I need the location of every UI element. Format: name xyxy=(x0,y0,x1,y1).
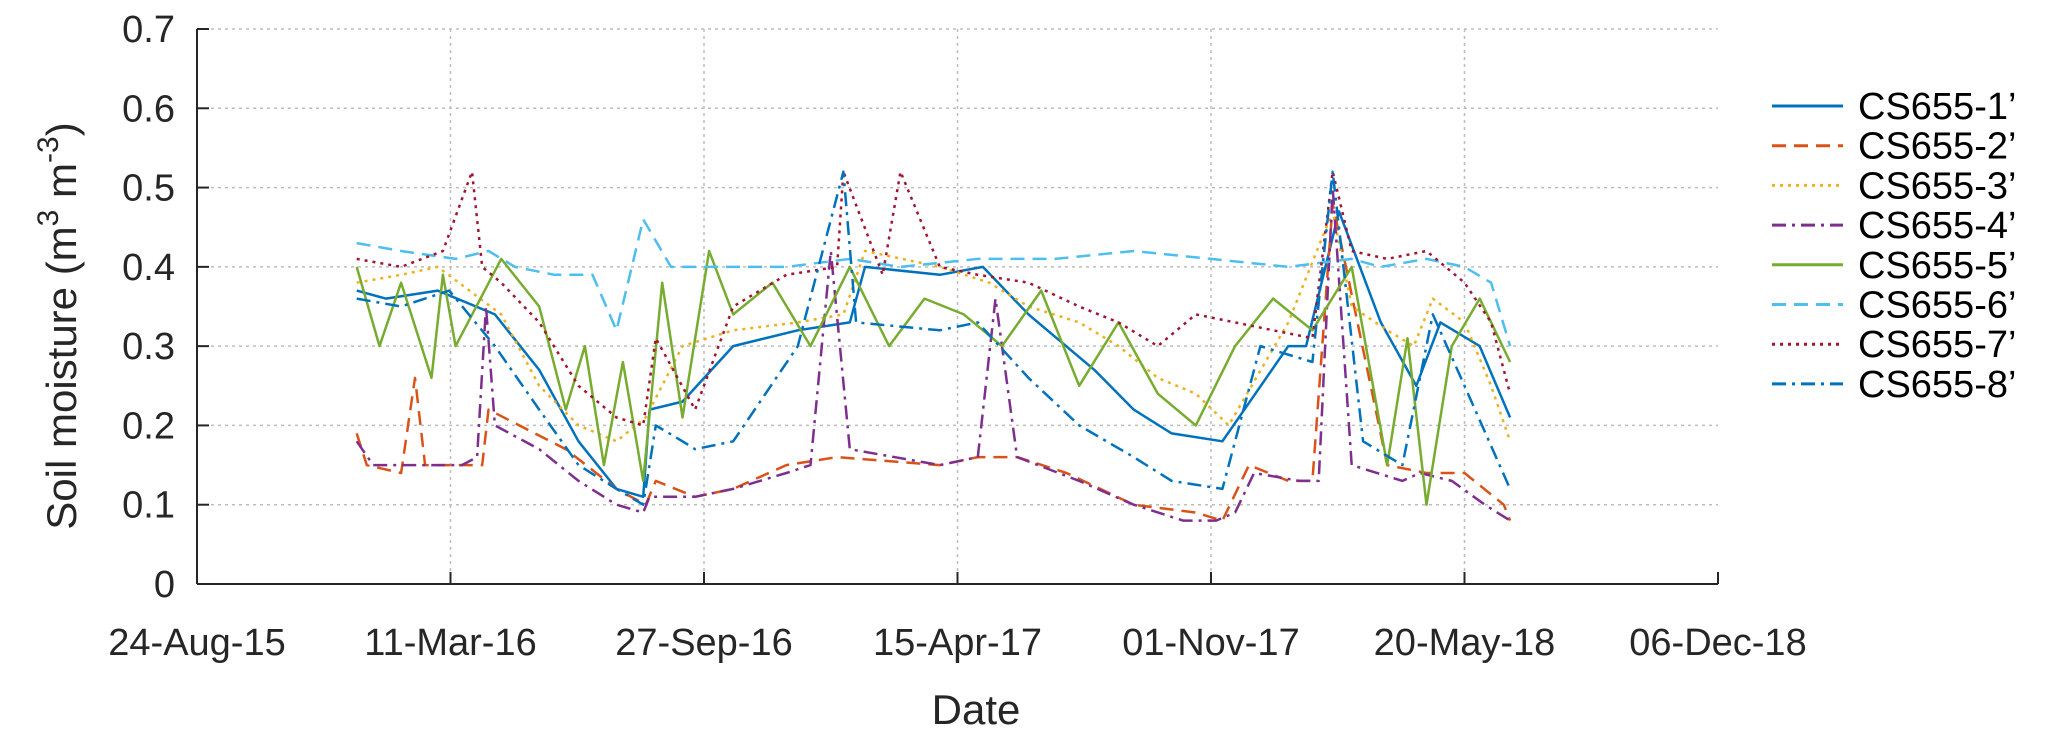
x-axis-label: Date xyxy=(932,686,1021,733)
legend-label-8: CS655-8’ xyxy=(1858,364,2016,406)
y-axis-label-sup2: -3 xyxy=(32,136,65,163)
y-tick-labels: 0 0.1 0.2 0.3 0.4 0.5 0.6 0.7 xyxy=(122,9,175,606)
y-tick-label: 0.3 xyxy=(122,326,175,368)
x-tick-label: 01-Nov-17 xyxy=(1122,622,1299,664)
x-tick-label: 24-Aug-15 xyxy=(108,622,285,664)
grid-lines xyxy=(197,28,1718,584)
series-line-8 xyxy=(356,170,1512,506)
x-tick-label: 15-Apr-17 xyxy=(873,622,1042,664)
x-tick-labels: 24-Aug-15 11-Mar-16 27-Sep-16 15-Apr-17 01-N… xyxy=(108,622,1806,664)
legend: CS655-1’CS655-2’CS655-3’CS655-4’CS655-5’… xyxy=(1772,86,2016,406)
series-line-6 xyxy=(356,218,1512,347)
axes xyxy=(196,28,1719,585)
x-tick-label: 11-Mar-16 xyxy=(364,622,536,664)
y-tick-label: 0.4 xyxy=(122,247,175,289)
legend-label-5: CS655-5’ xyxy=(1858,245,2016,287)
y-axis-label-text: Soil moisture (m xyxy=(38,226,85,529)
plot-area xyxy=(355,170,1512,522)
x-tick-label: 20-May-18 xyxy=(1374,622,1556,664)
y-tick-label: 0.2 xyxy=(122,405,175,447)
legend-label-6: CS655-6’ xyxy=(1858,285,2016,327)
series-line-7 xyxy=(356,170,1512,427)
y-axis-label-mid: m xyxy=(38,163,85,210)
y-axis-label-end: ) xyxy=(38,122,85,136)
y-axis-label-sup1: 3 xyxy=(32,210,65,227)
x-tick-label: 27-Sep-16 xyxy=(615,622,792,664)
legend-label-4: CS655-4’ xyxy=(1858,205,2016,247)
svg-text:Soil moisture (m3 m-3): Soil moisture (m3 m-3) xyxy=(32,122,85,529)
series-line-3 xyxy=(356,210,1512,443)
y-tick-label: 0.7 xyxy=(122,9,175,51)
y-tick-label: 0 xyxy=(154,564,175,606)
series-line-4 xyxy=(355,186,1511,522)
legend-label-1: CS655-1’ xyxy=(1858,86,2016,128)
y-tick-label: 0.6 xyxy=(122,88,175,130)
y-tick-label: 0.5 xyxy=(122,168,175,210)
legend-label-2: CS655-2’ xyxy=(1858,126,2016,168)
legend-label-7: CS655-7’ xyxy=(1858,324,2016,366)
series-line-1 xyxy=(356,210,1512,499)
legend-label-3: CS655-3’ xyxy=(1858,165,2016,207)
y-tick-label: 0.1 xyxy=(122,485,175,527)
series-line-5 xyxy=(355,249,1512,506)
y-axis-label: Soil moisture (m3 m-3) xyxy=(32,122,85,529)
x-tick-label: 06-Dec-18 xyxy=(1629,622,1806,664)
